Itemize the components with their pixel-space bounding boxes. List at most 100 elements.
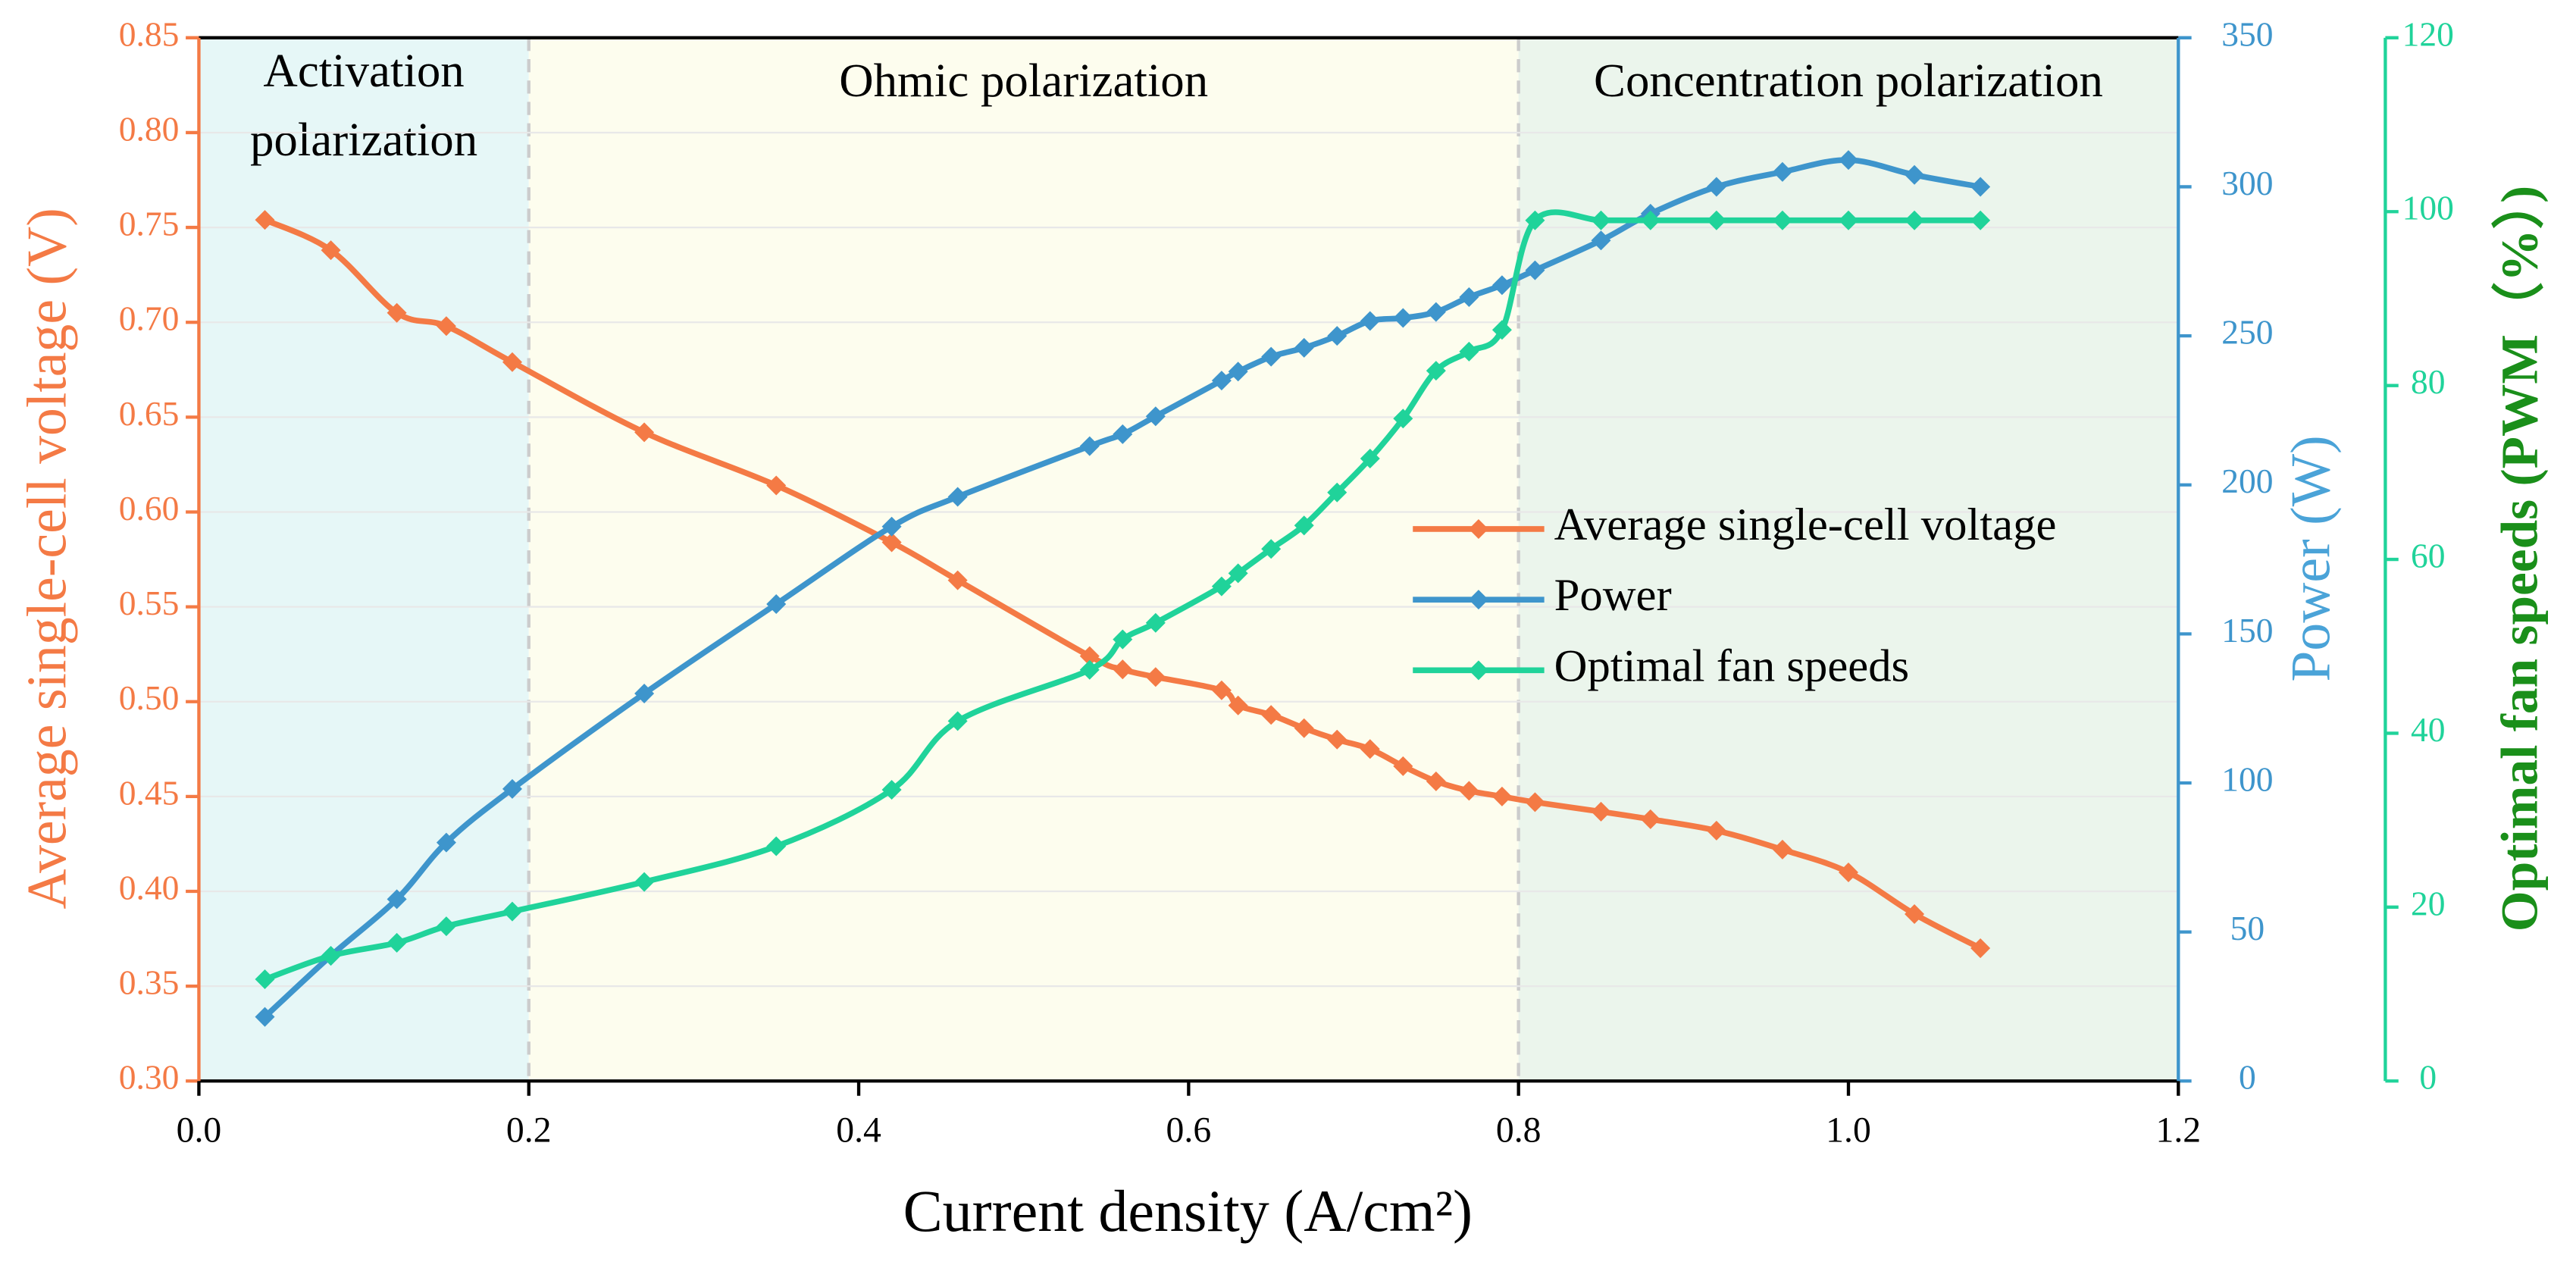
data-point <box>1113 629 1133 650</box>
y3-tick-label: 20 <box>2411 884 2445 922</box>
data-point <box>1970 210 1991 230</box>
y3-tick-label: 100 <box>2402 189 2454 227</box>
data-point <box>1228 563 1248 584</box>
y-tick-label: 0.40 <box>119 868 180 906</box>
y2-tick-label: 150 <box>2221 611 2273 650</box>
data-point <box>321 946 341 966</box>
data-point <box>1525 792 1545 813</box>
y2-tick-label: 0 <box>2239 1058 2256 1097</box>
y3-tick-label: 60 <box>2411 536 2445 575</box>
region <box>1518 37 2179 1082</box>
data-point <box>1706 820 1726 841</box>
data-point <box>1228 695 1248 715</box>
y-tick-label: 0.55 <box>119 584 180 622</box>
x-tick-label: 1.2 <box>2156 1111 2202 1151</box>
legend-marker <box>1468 660 1488 681</box>
y2-tick-label: 300 <box>2221 164 2273 202</box>
data-point <box>1838 862 1858 882</box>
data-point <box>1970 938 1991 959</box>
data-point <box>1640 210 1660 230</box>
data-point <box>1261 346 1282 367</box>
data-point <box>321 240 341 261</box>
data-point <box>436 916 456 937</box>
data-point <box>1079 659 1100 680</box>
data-point <box>1294 337 1314 358</box>
x-tick-label: 0.0 <box>177 1111 222 1151</box>
legend-label: Optimal fan speeds <box>1554 640 1910 691</box>
data-point <box>1079 436 1100 456</box>
axes: 0.300.350.400.450.500.550.600.650.700.75… <box>119 14 2454 1150</box>
y3-tick-label: 80 <box>2411 362 2445 401</box>
data-point <box>947 711 968 731</box>
y2-tick-label: 50 <box>2230 909 2265 947</box>
data-point <box>1905 164 1925 185</box>
data-point <box>1228 362 1248 382</box>
y-tick-label: 0.80 <box>119 109 180 148</box>
data-point <box>881 532 902 553</box>
x-tick-label: 0.8 <box>1496 1111 1542 1151</box>
data-point <box>1145 612 1166 633</box>
y2-tick-label: 350 <box>2221 14 2273 53</box>
data-point <box>947 570 968 590</box>
data-point <box>1838 210 1858 230</box>
data-point <box>947 487 968 507</box>
data-point <box>387 932 407 953</box>
y-tick-label: 0.50 <box>119 678 180 717</box>
legend-label: Power <box>1554 570 1672 621</box>
y2-tick-label: 200 <box>2221 462 2273 500</box>
legend-marker <box>1468 518 1488 539</box>
y-tick-label: 0.75 <box>119 205 180 243</box>
region <box>199 37 529 1082</box>
data-point <box>1970 177 1991 197</box>
region-label: Activation <box>263 44 464 97</box>
data-point <box>1525 210 1545 230</box>
y-tick-label: 0.45 <box>119 773 180 812</box>
y-axis-label: Average single-cell voltage (V) <box>15 208 77 909</box>
data-point <box>1640 809 1660 829</box>
data-point <box>255 210 275 230</box>
y-tick-label: 0.65 <box>119 394 180 433</box>
data-point <box>1491 786 1512 806</box>
data-point <box>1591 230 1611 251</box>
data-point <box>1706 210 1726 230</box>
data-point <box>387 302 407 323</box>
data-point <box>1838 150 1858 171</box>
data-point <box>1706 177 1726 197</box>
y-tick-label: 0.35 <box>119 963 180 1002</box>
region <box>528 37 1519 1082</box>
data-point <box>1491 275 1512 296</box>
data-point <box>1145 667 1166 687</box>
y-tick-label: 0.70 <box>119 299 180 338</box>
regions: Activation polarization Ohmic polarization… <box>199 37 2179 1082</box>
x-tick-label: 0.2 <box>506 1111 552 1151</box>
x-tick-label: 0.6 <box>1166 1111 1212 1151</box>
region-label: Concentration polarization <box>1594 54 2103 107</box>
y3-tick-label: 120 <box>2402 14 2454 53</box>
y3-axis-label: Optimal fan speeds (PWM（%）) <box>2490 186 2549 932</box>
data-point <box>1327 729 1347 750</box>
data-point <box>1459 781 1479 801</box>
grid <box>199 131 2179 988</box>
y2-tick-label: 250 <box>2221 313 2273 352</box>
y2-tick-label: 100 <box>2221 759 2273 798</box>
data-point <box>1905 210 1925 230</box>
data-point <box>1327 482 1347 503</box>
y-tick-label: 0.85 <box>119 14 180 53</box>
y-tick-label: 0.60 <box>119 489 180 528</box>
region-label: polarization <box>250 113 477 166</box>
data-point <box>1113 424 1133 444</box>
y3-tick-label: 0 <box>2419 1058 2437 1097</box>
legend-label: Average single-cell voltage <box>1554 499 2057 550</box>
y-tick-label: 0.30 <box>119 1058 180 1097</box>
data-point <box>1772 161 1792 182</box>
legend: Average single-cell voltage Power Optimal … <box>1413 499 2056 691</box>
y3-tick-label: 40 <box>2411 710 2445 749</box>
data-point <box>502 352 522 372</box>
data-point <box>1772 210 1792 230</box>
data-point <box>1591 210 1611 230</box>
data-point <box>1491 320 1512 340</box>
x-tick-label: 0.4 <box>836 1111 881 1151</box>
data-point <box>436 832 456 853</box>
